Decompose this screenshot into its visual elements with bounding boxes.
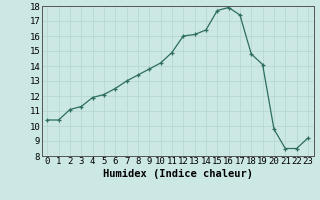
X-axis label: Humidex (Indice chaleur): Humidex (Indice chaleur) xyxy=(103,169,252,179)
